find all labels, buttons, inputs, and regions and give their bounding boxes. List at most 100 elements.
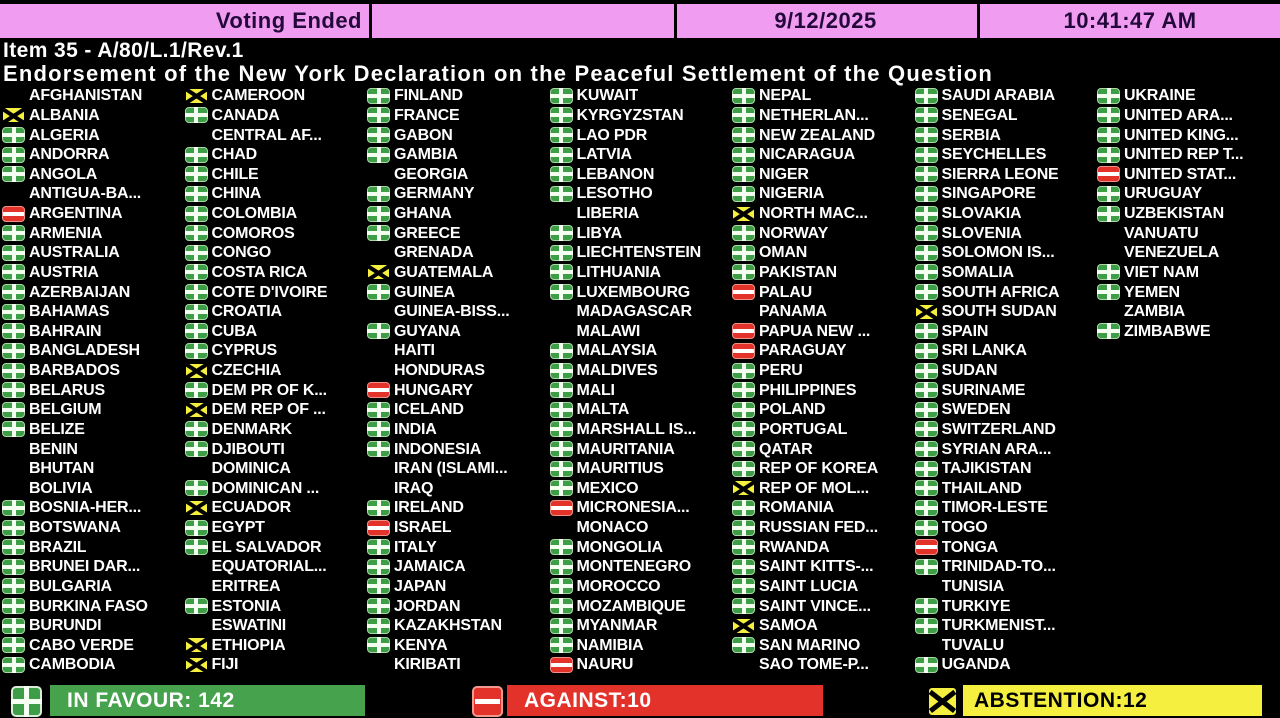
country-row: UNITED KING... [1097,125,1280,145]
in-favour-icon [732,578,755,595]
country-name: BURUNDI [29,617,102,635]
country-name: PHILIPPINES [759,381,857,399]
country-name: MAURITIUS [576,460,664,478]
country-row: LATVIA [549,145,733,165]
country-row: SAN MARINO [732,636,915,656]
against-icon [549,656,573,673]
country-row: LIECHTENSTEIN [549,243,733,263]
country-row: IRAN (ISLAMI... [367,459,550,479]
country-row: AUSTRIA [2,263,185,283]
in-favour-icon [184,480,208,497]
country-name: REP OF MOL... [759,479,870,497]
country-row: LEBANON [549,165,733,185]
against-icon [549,499,573,516]
country-row: MALAYSIA [549,341,733,361]
in-favour-icon [914,284,938,301]
country-row: LUXEMBOURG [549,282,733,302]
no-vote-placeholder [185,127,208,143]
in-favour-icon [367,598,390,615]
country-row: SINGAPORE [914,184,1098,204]
country-row: MEXICO [549,479,733,499]
country-name: ICELAND [394,401,464,419]
in-favour-tally: IN FAVOUR: 142 [50,685,365,716]
country-row: NORWAY [732,223,915,243]
country-name: LEBANON [576,165,655,183]
country-row: DOMINICAN ... [184,479,368,499]
country-name: TOGO [941,519,988,537]
in-favour-icon [914,87,938,104]
country-row: MALAWI [550,322,733,342]
country-name: SAINT LUCIA [759,577,859,595]
country-row: GEORGIA [367,165,550,185]
country-name: NEW ZEALAND [759,126,876,144]
in-favour-icon [1097,205,1120,222]
country-row: KYRGYZSTAN [549,106,733,126]
country-name: MOROCCO [576,577,661,595]
country-row: NICARAGUA [732,145,915,165]
country-row: PARAGUAY [732,341,915,361]
country-name: BANGLADESH [29,342,140,360]
in-favour-icon [2,421,25,438]
in-favour-icon [732,166,755,183]
country-row: COMOROS [184,223,368,243]
country-name: FRANCE [394,106,460,124]
country-row: PHILIPPINES [732,380,915,400]
country-name: GABON [394,126,453,144]
country-name: CHILE [211,165,259,183]
no-vote-placeholder [550,323,573,339]
country-row: BRAZIL [2,537,185,557]
country-name: CHINA [211,185,262,203]
country-name: MYANMAR [576,617,658,635]
no-vote-placeholder [367,363,390,379]
country-name: ECUADOR [211,499,292,517]
country-row: CHILE [184,165,368,185]
country-row: TRINIDAD-TO... [914,557,1098,577]
country-row: ERITREA [185,577,368,597]
country-name: MONGOLIA [576,538,663,556]
country-name: DENMARK [211,420,292,438]
no-vote-placeholder [367,480,390,496]
country-name: PERU [759,362,803,380]
abstention-icon [927,686,958,717]
country-name: GRENADA [394,244,474,262]
country-row: DJIBOUTI [184,439,368,459]
vote-grid: AFGHANISTAN ALBANIA ALGERIA ANDORRA ANGOLA AN… [2,86,1280,676]
country-name: BARBADOS [29,362,120,380]
country-row: SIERRA LEONE [914,165,1098,185]
in-favour-icon [367,637,390,654]
abstention-icon [367,264,390,281]
country-row: KENYA [367,636,550,656]
country-name: JAMAICA [394,558,466,576]
against-icon [472,686,503,717]
country-row: RWANDA [732,537,915,557]
in-favour-icon [184,205,208,222]
country-row: UKRAINE [1097,86,1280,106]
country-row: CYPRUS [184,341,368,361]
abstention-icon [732,205,755,222]
in-favour-icon [184,107,208,124]
country-row: RUSSIAN FED... [732,518,915,538]
country-name: SWITZERLAND [941,420,1056,438]
country-row: BRUNEI DAR... [2,557,185,577]
in-favour-icon [549,421,573,438]
country-name: BOTSWANA [29,519,121,537]
country-name: LATVIA [576,146,632,164]
country-row: COTE D'IVOIRE [184,282,368,302]
country-name: AFGHANISTAN [29,87,143,105]
country-name: BHUTAN [29,460,95,478]
country-row: SOMALIA [914,263,1098,283]
in-favour-icon [549,107,573,124]
in-favour-icon [732,637,755,654]
country-row: SAO TOME-P... [732,655,915,675]
country-name: JAPAN [394,577,447,595]
abstention-icon [184,362,208,379]
country-name: RWANDA [759,538,830,556]
country-name: AUSTRIA [29,263,99,281]
country-name: ALGERIA [29,126,100,144]
vote-column: SAUDI ARABIA SENEGAL SERBIA SEYCHELLES SIERR… [914,86,1098,676]
date-display: 9/12/2025 [774,8,877,33]
country-row: BULGARIA [2,577,185,597]
in-favour-icon [184,185,208,202]
against-icon [732,284,755,301]
country-row: CAMBODIA [2,655,185,675]
